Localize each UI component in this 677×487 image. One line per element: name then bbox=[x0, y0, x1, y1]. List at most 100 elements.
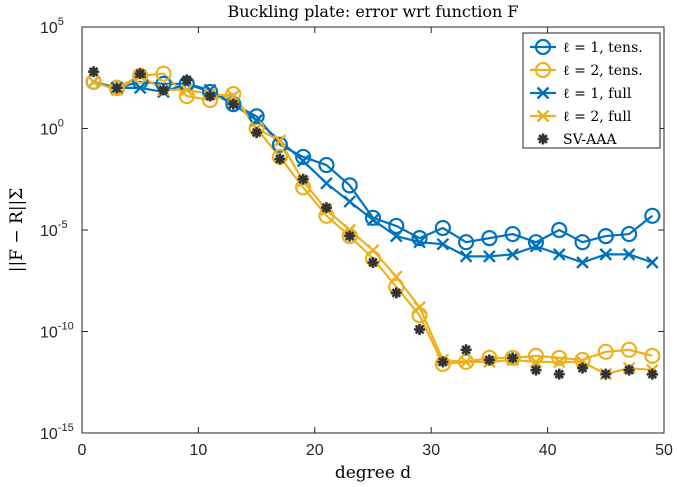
data-point bbox=[552, 248, 566, 261]
y-tick-exponent: -5 bbox=[58, 219, 68, 231]
data-point bbox=[390, 287, 402, 299]
y-axis-label: ||F − R||Σ bbox=[7, 188, 27, 273]
legend-item-2: ℓ = 2, tens. bbox=[530, 61, 643, 79]
data-point bbox=[413, 235, 426, 249]
x-axis-label: degree d bbox=[335, 463, 411, 483]
data-point bbox=[133, 81, 147, 95]
data-point bbox=[504, 225, 521, 243]
x-tick-label: 10 bbox=[190, 442, 208, 459]
data-point bbox=[434, 219, 451, 237]
legend-marker bbox=[536, 86, 550, 100]
data-point bbox=[553, 368, 565, 380]
y-tick-label: 10-10 bbox=[40, 321, 74, 342]
data-point bbox=[134, 68, 146, 80]
data-point bbox=[644, 347, 661, 364]
legend-label: ℓ = 2, full bbox=[563, 109, 632, 125]
data-point bbox=[576, 256, 589, 269]
data-point bbox=[251, 127, 263, 139]
data-point bbox=[343, 195, 357, 208]
series-3-markers bbox=[87, 75, 659, 269]
x-tick-label: 30 bbox=[422, 442, 440, 459]
tick-marks bbox=[81, 26, 665, 434]
data-point bbox=[600, 368, 612, 380]
data-point bbox=[181, 74, 193, 86]
data-point bbox=[108, 79, 126, 97]
data-point bbox=[597, 343, 614, 360]
x-tick-label: 40 bbox=[539, 442, 557, 459]
data-point bbox=[574, 234, 591, 251]
data-point bbox=[551, 221, 568, 239]
data-point bbox=[483, 354, 495, 366]
data-point bbox=[274, 153, 286, 165]
y-tick-label: 10-15 bbox=[40, 422, 74, 443]
data-point bbox=[413, 300, 426, 314]
data-point bbox=[437, 356, 449, 368]
legend-marker bbox=[536, 109, 550, 123]
data-point bbox=[530, 364, 542, 376]
data-point bbox=[367, 256, 379, 268]
data-point bbox=[389, 229, 403, 243]
data-point bbox=[411, 230, 428, 247]
legend-item-4: ℓ = 2, full bbox=[530, 109, 632, 125]
legend-marker bbox=[537, 133, 549, 145]
y-tick-base: 10 bbox=[40, 325, 58, 342]
y-tick-label: 105 bbox=[40, 16, 64, 37]
series-markers bbox=[85, 65, 661, 381]
data-point bbox=[88, 66, 100, 78]
x-tick-label: 20 bbox=[306, 442, 324, 459]
y-tick-base: 10 bbox=[40, 122, 58, 139]
data-point bbox=[226, 89, 240, 103]
y-tick-exponent: 0 bbox=[58, 118, 64, 130]
data-point bbox=[388, 217, 405, 235]
x-tick-label: 50 bbox=[655, 442, 673, 459]
legend-item-1: ℓ = 1, tens. bbox=[530, 38, 643, 56]
data-point bbox=[296, 154, 310, 168]
legend-item-3: ℓ = 1, full bbox=[530, 86, 632, 102]
data-point bbox=[111, 82, 123, 94]
data-point bbox=[366, 213, 380, 227]
data-point bbox=[599, 248, 613, 261]
data-point bbox=[273, 134, 287, 148]
data-point bbox=[506, 248, 520, 261]
data-point bbox=[366, 243, 380, 257]
data-point bbox=[646, 368, 658, 380]
data-point bbox=[504, 349, 521, 366]
data-point bbox=[551, 349, 568, 366]
data-point bbox=[414, 323, 426, 335]
data-point bbox=[389, 270, 403, 284]
y-tick-label: 10-5 bbox=[40, 219, 68, 240]
y-tick-exponent: -10 bbox=[58, 321, 74, 333]
data-point bbox=[157, 84, 169, 96]
data-point bbox=[436, 237, 450, 251]
y-tick-exponent: -15 bbox=[58, 422, 74, 434]
chart-title: Buckling plate: error wrt function F bbox=[227, 2, 518, 21]
data-point bbox=[597, 227, 614, 245]
data-point bbox=[297, 173, 309, 185]
legend-items: ℓ = 1, tens. ℓ = 2, tens. ℓ = 1, full ℓ = 2… bbox=[530, 38, 643, 148]
x-tick-label: 0 bbox=[78, 442, 87, 459]
data-point bbox=[341, 177, 358, 194]
data-point bbox=[459, 355, 473, 369]
legend-label: ℓ = 2, tens. bbox=[563, 63, 643, 79]
y-tick-exponent: 5 bbox=[58, 16, 64, 28]
legend: ℓ = 1, tens. ℓ = 2, tens. ℓ = 1, full ℓ = 2… bbox=[522, 32, 661, 149]
data-point bbox=[180, 83, 194, 97]
y-tick-base: 10 bbox=[40, 426, 58, 443]
data-point bbox=[458, 234, 475, 251]
data-point bbox=[460, 344, 472, 356]
data-point bbox=[320, 176, 333, 190]
legend-marker bbox=[534, 38, 552, 56]
data-point bbox=[622, 248, 636, 261]
data-point bbox=[344, 230, 356, 242]
data-point bbox=[320, 202, 332, 214]
data-point bbox=[459, 250, 473, 263]
data-point bbox=[552, 355, 566, 369]
data-point bbox=[620, 341, 638, 358]
data-point bbox=[87, 75, 100, 89]
legend-item-5: SV-AAA bbox=[537, 132, 617, 148]
legend-label: SV-AAA bbox=[563, 132, 617, 148]
data-point bbox=[644, 207, 661, 224]
data-point bbox=[227, 98, 239, 110]
